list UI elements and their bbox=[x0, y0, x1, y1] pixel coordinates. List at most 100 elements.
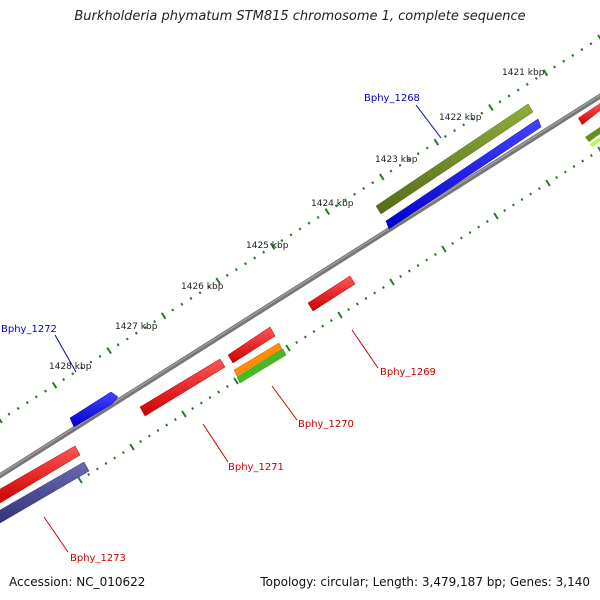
major-tick bbox=[51, 381, 58, 389]
minor-tick bbox=[589, 42, 593, 46]
major-tick bbox=[77, 476, 83, 484]
major-tick bbox=[215, 277, 221, 285]
minor-tick bbox=[416, 263, 420, 268]
scale-label-1425: 1425 kbp bbox=[246, 241, 289, 251]
accession-text: Accession: NC_010622 bbox=[9, 575, 146, 589]
major-tick bbox=[542, 69, 549, 77]
gene-top-right-olive[interactable] bbox=[585, 127, 600, 147]
inner-scale-ticks bbox=[77, 146, 600, 484]
minor-tick bbox=[165, 423, 169, 427]
minor-tick bbox=[87, 472, 91, 477]
gene-top-right-red[interactable] bbox=[578, 103, 600, 125]
minor-tick bbox=[416, 152, 420, 156]
gene-label-Bphy_1273: Bphy_1273 bbox=[70, 553, 126, 564]
minor-tick bbox=[80, 366, 84, 370]
minor-tick bbox=[343, 198, 347, 202]
minor-tick bbox=[581, 159, 585, 163]
minor-tick bbox=[334, 204, 338, 208]
minor-tick bbox=[125, 337, 129, 341]
minor-tick bbox=[571, 53, 575, 57]
minor-tick bbox=[312, 329, 316, 334]
gene-label-Bphy_1272: Bphy_1272 bbox=[1, 324, 57, 335]
minor-tick bbox=[16, 406, 20, 410]
minor-tick bbox=[113, 456, 117, 460]
minor-tick bbox=[516, 88, 520, 92]
gene-Bphy_1273-slate[interactable] bbox=[0, 461, 90, 524]
gene-Bphy_1273-red[interactable] bbox=[0, 445, 81, 504]
minor-tick bbox=[25, 401, 29, 405]
minor-tick bbox=[280, 239, 284, 243]
minor-tick bbox=[529, 192, 533, 196]
minor-tick bbox=[147, 434, 151, 438]
minor-tick bbox=[71, 372, 75, 376]
gene-Bphy_1268[interactable] bbox=[385, 118, 542, 230]
minor-tick bbox=[225, 384, 229, 389]
minor-tick bbox=[321, 324, 325, 328]
minor-tick bbox=[171, 308, 175, 312]
minor-tick bbox=[555, 175, 559, 180]
minor-tick bbox=[143, 325, 147, 329]
minor-tick bbox=[207, 285, 211, 289]
minor-tick bbox=[498, 100, 502, 104]
minor-tick bbox=[243, 262, 247, 266]
gene-Bphy_1270-green[interactable] bbox=[236, 348, 287, 384]
minor-tick bbox=[503, 208, 507, 213]
minor-tick bbox=[189, 296, 193, 301]
minor-tick bbox=[459, 236, 463, 240]
scale-label-1421: 1421 kbp bbox=[502, 68, 545, 78]
minor-tick bbox=[234, 267, 238, 272]
minor-tick bbox=[303, 335, 307, 339]
minor-tick bbox=[425, 258, 429, 262]
major-tick bbox=[337, 311, 343, 319]
minor-tick bbox=[443, 134, 447, 138]
major-tick bbox=[493, 212, 499, 220]
minor-tick bbox=[364, 296, 368, 301]
gene-Bphy_1270-orange[interactable] bbox=[233, 342, 283, 377]
gene-Bphy_1272[interactable] bbox=[69, 391, 119, 428]
gene-Bphy_1271[interactable] bbox=[139, 358, 226, 417]
major-tick bbox=[0, 418, 3, 424]
minor-tick bbox=[208, 395, 212, 400]
gene-Bphy_1268-olive[interactable] bbox=[375, 103, 534, 215]
minor-tick bbox=[425, 146, 429, 150]
major-tick bbox=[545, 179, 551, 187]
scale-label-1428: 1428 kbp bbox=[49, 362, 92, 372]
minor-tick bbox=[199, 401, 203, 405]
minor-tick bbox=[34, 395, 38, 399]
minor-tick bbox=[355, 302, 359, 306]
minor-tick bbox=[104, 461, 108, 466]
major-tick bbox=[285, 344, 291, 352]
outer-scale-ticks bbox=[0, 34, 600, 424]
topology-summary: Topology: circular; Length: 3,479,187 bp… bbox=[260, 575, 590, 589]
minor-tick bbox=[198, 291, 202, 295]
minor-tick bbox=[407, 157, 411, 162]
gene-label-Bphy_1269: Bphy_1269 bbox=[380, 367, 436, 378]
major-tick bbox=[269, 242, 276, 250]
minor-tick bbox=[399, 274, 403, 279]
minor-tick bbox=[95, 467, 99, 471]
scale-label-1427: 1427 kbp bbox=[115, 322, 158, 332]
minor-tick bbox=[580, 48, 584, 52]
minor-tick bbox=[381, 285, 385, 290]
minor-tick bbox=[453, 129, 457, 133]
minor-tick bbox=[534, 76, 538, 81]
gene-Bphy_1270-red[interactable] bbox=[227, 326, 276, 364]
minor-tick bbox=[139, 439, 143, 444]
minor-tick bbox=[520, 197, 524, 202]
minor-tick bbox=[471, 117, 475, 121]
minor-tick bbox=[507, 94, 511, 98]
gene-label-Bphy_1270: Bphy_1270 bbox=[298, 419, 354, 430]
gene-Bphy_1269[interactable] bbox=[307, 275, 356, 312]
scale-label-1426: 1426 kbp bbox=[181, 282, 224, 292]
major-tick bbox=[597, 34, 600, 40]
minor-tick bbox=[180, 302, 184, 306]
minor-tick bbox=[329, 318, 333, 323]
minor-tick bbox=[485, 219, 489, 224]
minor-tick bbox=[62, 377, 66, 382]
minor-tick bbox=[156, 428, 160, 433]
major-tick bbox=[488, 103, 494, 111]
minor-tick bbox=[289, 233, 293, 237]
scale-label-1424: 1424 kbp bbox=[311, 199, 354, 209]
minor-tick bbox=[468, 230, 472, 235]
